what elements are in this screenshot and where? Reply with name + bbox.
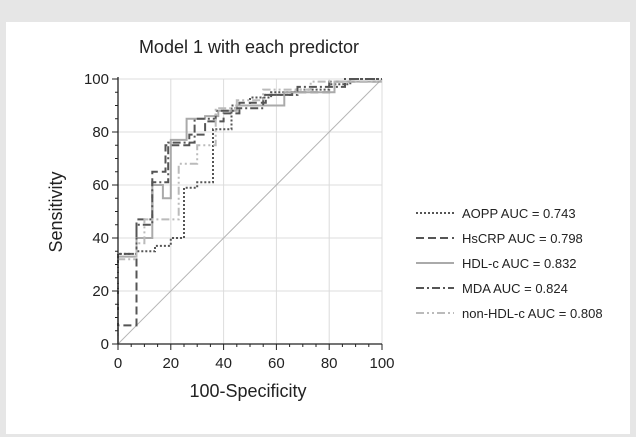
reference-diagonal (117, 78, 383, 345)
y-tick-label: 40 (92, 230, 109, 247)
x-tick-label: 80 (321, 355, 338, 372)
legend-label-1: AOPP AUC = 0.743 (462, 206, 576, 221)
x-tick-label: 40 (215, 355, 232, 372)
series-line-5 (117, 80, 382, 344)
y-tick-label: 0 (101, 336, 109, 353)
legend-label-3: HDL-c AUC = 0.832 (462, 256, 577, 271)
series-line-3 (117, 80, 382, 344)
series-line-1 (117, 78, 382, 344)
y-tick-label: 100 (84, 71, 109, 88)
x-tick-label: 20 (162, 355, 179, 372)
y-tick-label: 80 (92, 124, 109, 141)
legend-label-5: non-HDL-c AUC = 0.808 (462, 306, 603, 321)
chart-title: Model 1 with each predictor (139, 37, 359, 57)
x-tick-label: 100 (369, 355, 394, 372)
legend: AOPP AUC = 0.743 HsCRP AUC = 0.798 HDL-c A… (416, 206, 603, 321)
y-tick-label: 20 (92, 283, 109, 300)
axes: 0 20 40 60 80 100 0 20 40 60 80 100 (84, 71, 395, 372)
chart-panel: Model 1 with each predictor 100-Specific… (6, 22, 630, 434)
legend-label-4: MDA AUC = 0.824 (462, 281, 568, 296)
series-lines (117, 78, 382, 344)
x-axis-label: 100-Specificity (189, 381, 306, 401)
y-axis-label: Sensitivity (46, 171, 66, 252)
y-tick-label: 60 (92, 177, 109, 194)
legend-label-2: HsCRP AUC = 0.798 (462, 231, 583, 246)
roc-chart: Model 1 with each predictor 100-Specific… (46, 37, 603, 401)
x-tick-label: 0 (114, 355, 122, 372)
x-tick-label: 60 (268, 355, 285, 372)
grid (118, 78, 383, 344)
diagonal-line (117, 78, 383, 345)
